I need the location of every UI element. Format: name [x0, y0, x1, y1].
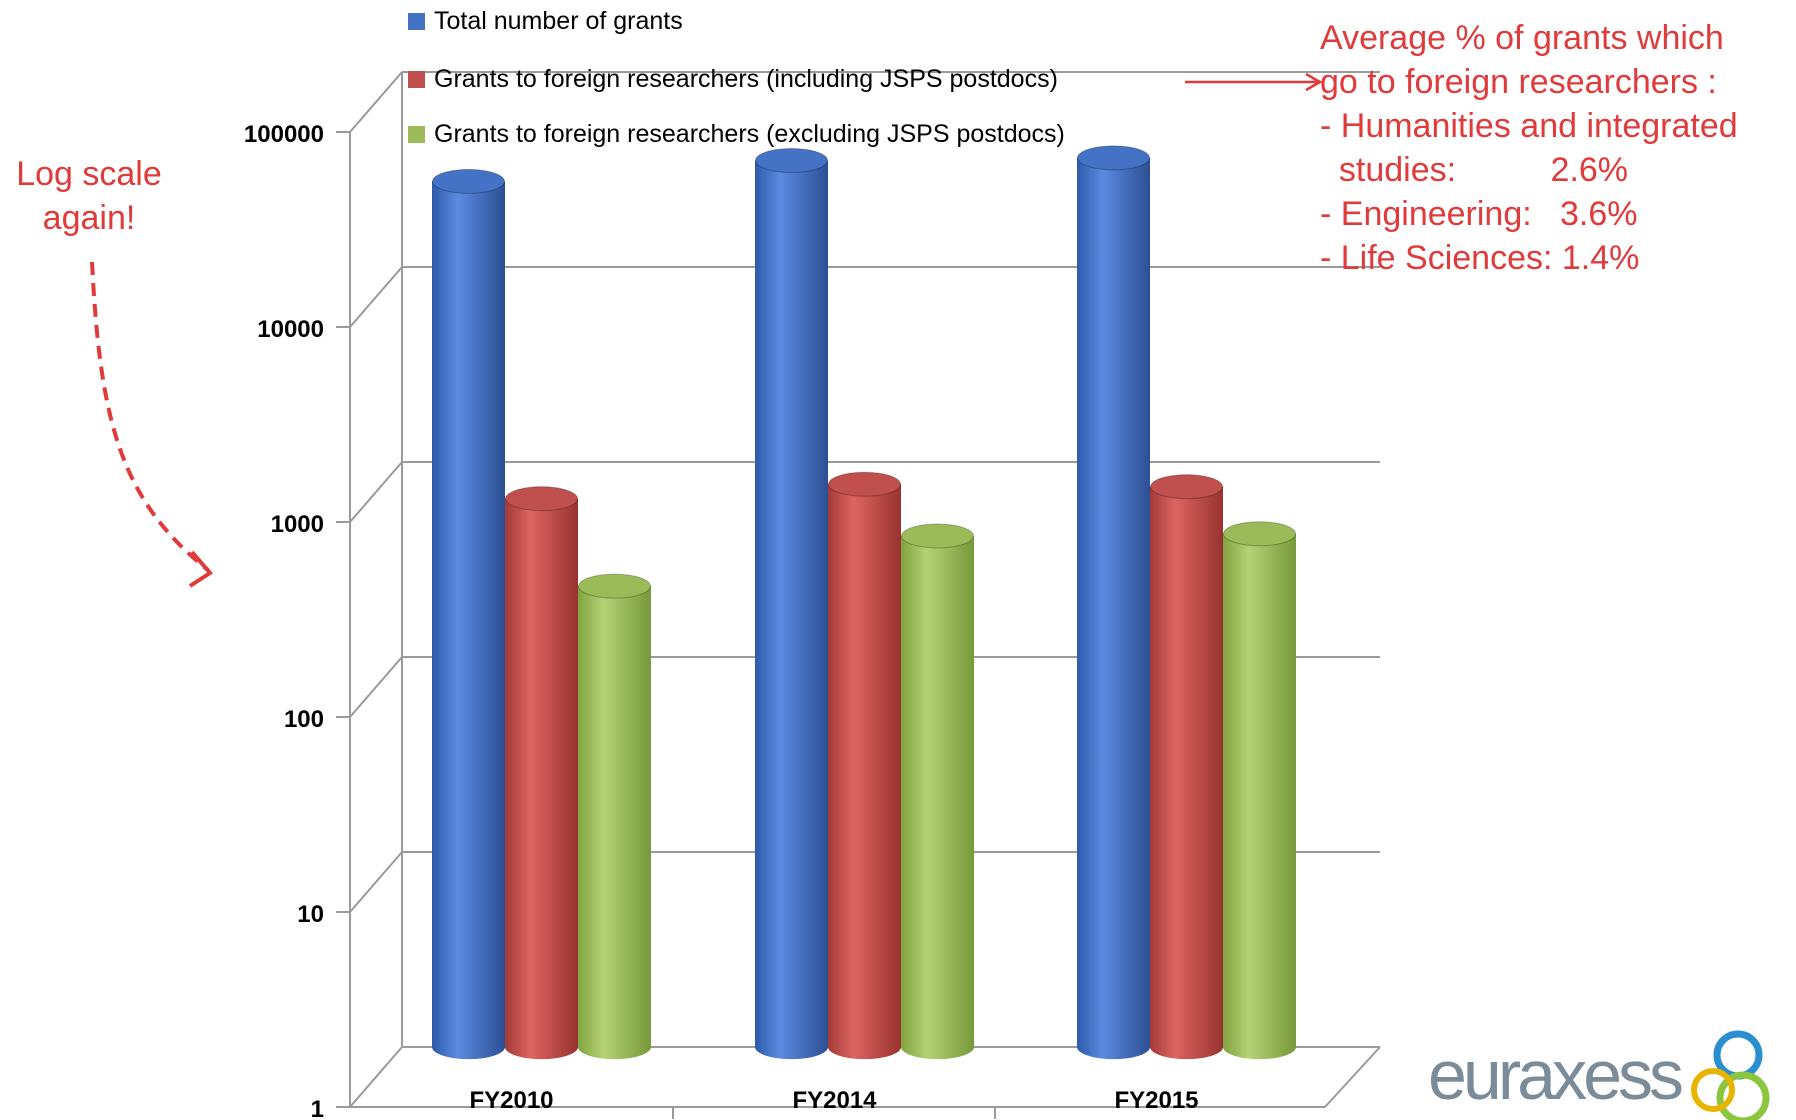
bar-body: [1223, 533, 1296, 1060]
y-tick-label: 100: [284, 706, 324, 733]
gridline-slant: [349, 266, 403, 328]
bar-top: [1150, 474, 1223, 500]
bars: [432, 145, 1296, 1060]
y-tick-labels: 1 10 100 1000 10000 100000: [244, 121, 324, 1120]
bar-top: [755, 147, 828, 173]
gridline-slant: [349, 656, 403, 718]
bar-body: [1077, 157, 1150, 1060]
x-category-label: FY2015: [1114, 1087, 1198, 1114]
legend-swatch-including: [408, 71, 425, 88]
legend-label-including: Grants to foreign researchers (including…: [434, 65, 1058, 93]
bar-top: [505, 486, 578, 512]
legend-label-excluding: Grants to foreign researchers (excluding…: [434, 120, 1065, 148]
bar-body: [578, 586, 651, 1060]
bar-body: [755, 160, 828, 1060]
euraxess-logo-mark: [1691, 1030, 1770, 1120]
legend-item-total: Total number of grants: [408, 6, 683, 36]
log-scale-arrow: [90, 261, 210, 572]
legend-swatch-total: [408, 13, 425, 30]
bar-top: [432, 168, 505, 194]
bar: [1223, 521, 1296, 1060]
gridline-slant: [349, 71, 403, 133]
average-percentage-note: Average % of grants which go to foreign …: [1320, 19, 1738, 277]
y-tick-label: 10000: [257, 316, 324, 343]
bar-body: [1150, 486, 1223, 1060]
bar: [505, 486, 578, 1060]
bar-body: [505, 498, 578, 1060]
y-tick-label: 1: [311, 1096, 324, 1120]
bar-top: [1077, 145, 1150, 171]
x-category-label: FY2014: [792, 1087, 877, 1114]
legend-swatch-excluding: [408, 126, 425, 143]
euraxess-logo-text: euraxess: [1428, 1036, 1684, 1114]
gridline-slant: [349, 1046, 403, 1108]
bar-body: [901, 535, 974, 1060]
legend-item-including: Grants to foreign researchers (including…: [408, 64, 1058, 94]
y-tick-label: 10: [297, 901, 324, 928]
bar: [1150, 474, 1223, 1060]
y-tick-label: 100000: [244, 121, 324, 148]
gridline-slant: [349, 461, 403, 523]
bar-body: [828, 484, 901, 1060]
bar: [755, 147, 828, 1060]
bar-top: [578, 573, 651, 599]
bar: [828, 471, 901, 1060]
bar-body: [432, 181, 505, 1060]
log-scale-arrowhead: [188, 550, 214, 588]
annotation-arrows: [90, 72, 1323, 588]
bar-top: [828, 471, 901, 497]
gridline-slant: [349, 851, 403, 913]
legend-label-total: Total number of grants: [434, 7, 683, 35]
bar-top: [1223, 521, 1296, 547]
bar-top: [901, 523, 974, 549]
legend-to-note-arrowhead: [1305, 72, 1323, 92]
x-category-label: FY2010: [469, 1087, 553, 1114]
log-scale-note: Log scale again!: [16, 155, 162, 237]
y-tick-label: 1000: [271, 511, 324, 538]
bar: [578, 573, 651, 1060]
bar: [1077, 145, 1150, 1060]
x-category-labels: FY2010 FY2014 FY2015: [469, 1087, 1198, 1114]
bar: [901, 523, 974, 1060]
floor-edge: [1324, 1046, 1381, 1108]
bar: [432, 168, 505, 1060]
legend-item-excluding: Grants to foreign researchers (excluding…: [408, 119, 1065, 149]
axes: [336, 72, 1381, 1119]
